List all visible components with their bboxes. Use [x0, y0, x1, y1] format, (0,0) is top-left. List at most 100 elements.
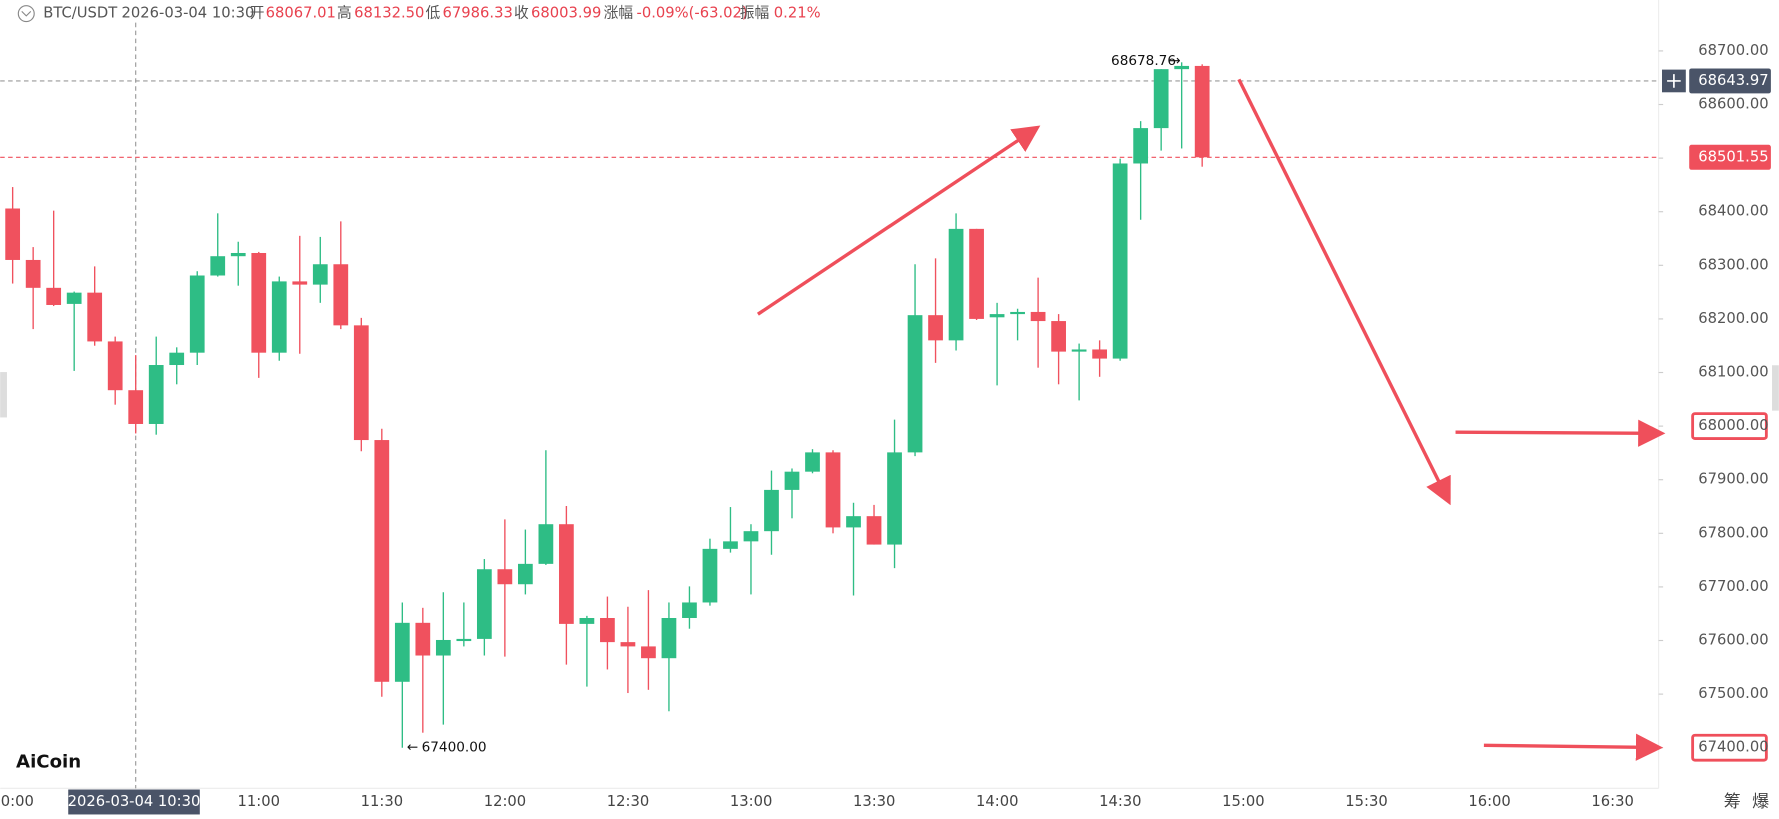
candle-body: [415, 622, 431, 656]
y-tick-label: 67600.00: [1698, 632, 1768, 649]
min-label: 67400.00: [422, 740, 487, 756]
candle-body: [1030, 311, 1046, 322]
tick-highlight: [1691, 733, 1768, 762]
y-tick-label: 68400.00: [1698, 203, 1768, 220]
header-value: 68132.50: [354, 5, 424, 22]
y-tick-label: 68000.00: [1698, 417, 1768, 434]
x-tick-label: 15:00: [1222, 793, 1264, 810]
candle-body: [805, 452, 820, 472]
collapse-icon: [21, 10, 32, 17]
candle-body: [312, 264, 328, 285]
header-time: 2026-03-04 10:30: [122, 5, 255, 22]
y-tick-label: 67800.00: [1698, 524, 1768, 541]
candle-body: [374, 440, 390, 682]
candle-body: [456, 638, 472, 642]
header-value: 68067.01: [266, 5, 336, 22]
candle-body: [394, 622, 410, 682]
candle-body: [189, 275, 205, 353]
candle-body: [723, 541, 738, 549]
y-tick-label: 68700.00: [1698, 42, 1768, 59]
max-arrow: →: [1169, 53, 1180, 69]
candle-body: [230, 252, 246, 257]
collapse-icon[interactable]: [17, 5, 35, 23]
candle-body: [661, 618, 677, 659]
candle-body: [682, 602, 697, 619]
x-tick-label: 13:30: [853, 793, 895, 810]
right-handle[interactable]: [1772, 365, 1779, 411]
candle-body: [46, 287, 62, 305]
x-tick-label: 12:30: [607, 793, 649, 810]
candle-body: [1010, 311, 1025, 315]
candle-body: [907, 315, 923, 453]
y-tick-label: 68300.00: [1698, 256, 1768, 273]
candle-body: [435, 639, 451, 656]
candle-body: [764, 489, 779, 532]
header-value: 67986.33: [443, 5, 513, 22]
candle-body: [887, 452, 902, 545]
candle-body: [1174, 65, 1190, 70]
x-tick-label: 14:30: [1099, 793, 1141, 810]
x-tick-label: 11:00: [238, 793, 280, 810]
crosshair-time-box: [68, 789, 200, 815]
candle-body: [128, 390, 144, 424]
candle-body: [353, 325, 369, 441]
candle-body: [107, 341, 123, 391]
y-tick-label: 68600.00: [1698, 96, 1768, 113]
annotation-arrow: [1483, 733, 1664, 761]
candle-body: [743, 531, 759, 542]
candle-body: [1092, 349, 1108, 359]
annotation-arrow: [1455, 419, 1666, 447]
header-label: 开: [250, 5, 265, 22]
y-tick-label: 68100.00: [1698, 364, 1768, 381]
y-tick-label: 67400.00: [1698, 739, 1768, 756]
crosshair-time: 2026-03-04 10:30: [68, 793, 201, 810]
left-handle[interactable]: [0, 372, 7, 418]
y-tick-label: 67500.00: [1698, 685, 1768, 702]
symbol: BTC/USDT: [43, 5, 118, 22]
y-tick-label: 68200.00: [1698, 310, 1768, 327]
candle-body: [25, 259, 41, 288]
candle-body: [66, 292, 82, 304]
candle-body: [784, 471, 800, 490]
price-tag-label: 68501.55: [1698, 148, 1768, 165]
header-label: 收: [514, 5, 529, 22]
logo: AiCoin: [16, 751, 81, 772]
y-tick-label: 67900.00: [1698, 471, 1768, 488]
x-tick-label: 11:30: [361, 793, 403, 810]
candle-body: [866, 516, 882, 545]
candle-body: [5, 208, 21, 260]
candle-body: [825, 452, 841, 528]
price-tag: [1689, 144, 1771, 170]
header-label: 低: [426, 5, 441, 22]
candle-body: [1194, 65, 1210, 158]
x-tick-label: 13:00: [730, 793, 772, 810]
candle-body: [251, 252, 267, 353]
annotation-arrow: [1237, 78, 1451, 506]
candle-body: [948, 228, 964, 341]
x-tick-label: 15:30: [1345, 793, 1387, 810]
header-value: 68003.99: [531, 5, 601, 22]
candle-body: [579, 618, 595, 624]
candle-body: [600, 618, 615, 643]
tool-button[interactable]: 爆: [1752, 792, 1769, 812]
candle-body: [928, 315, 943, 341]
header-label: 高: [337, 5, 352, 22]
y-tick-label: 67700.00: [1698, 578, 1768, 595]
tool-button[interactable]: 筹: [1724, 792, 1741, 812]
annotation-arrow: [756, 125, 1041, 316]
tick-highlight: [1691, 412, 1768, 441]
candle-body: [1153, 69, 1169, 129]
x-tick-label: 14:00: [976, 793, 1018, 810]
candle-body: [476, 569, 492, 639]
candle-body: [538, 524, 554, 564]
x-tick-label: 12:00: [484, 793, 526, 810]
candle-body: [1071, 349, 1087, 352]
x-tick-label: 10:00: [0, 793, 34, 810]
max-label: 68678.76: [1111, 53, 1176, 69]
candle-body: [1112, 163, 1128, 359]
candle-body: [497, 569, 513, 585]
header-label: 涨幅: [604, 5, 634, 22]
candle-body: [333, 264, 349, 326]
candle-body: [969, 228, 984, 319]
